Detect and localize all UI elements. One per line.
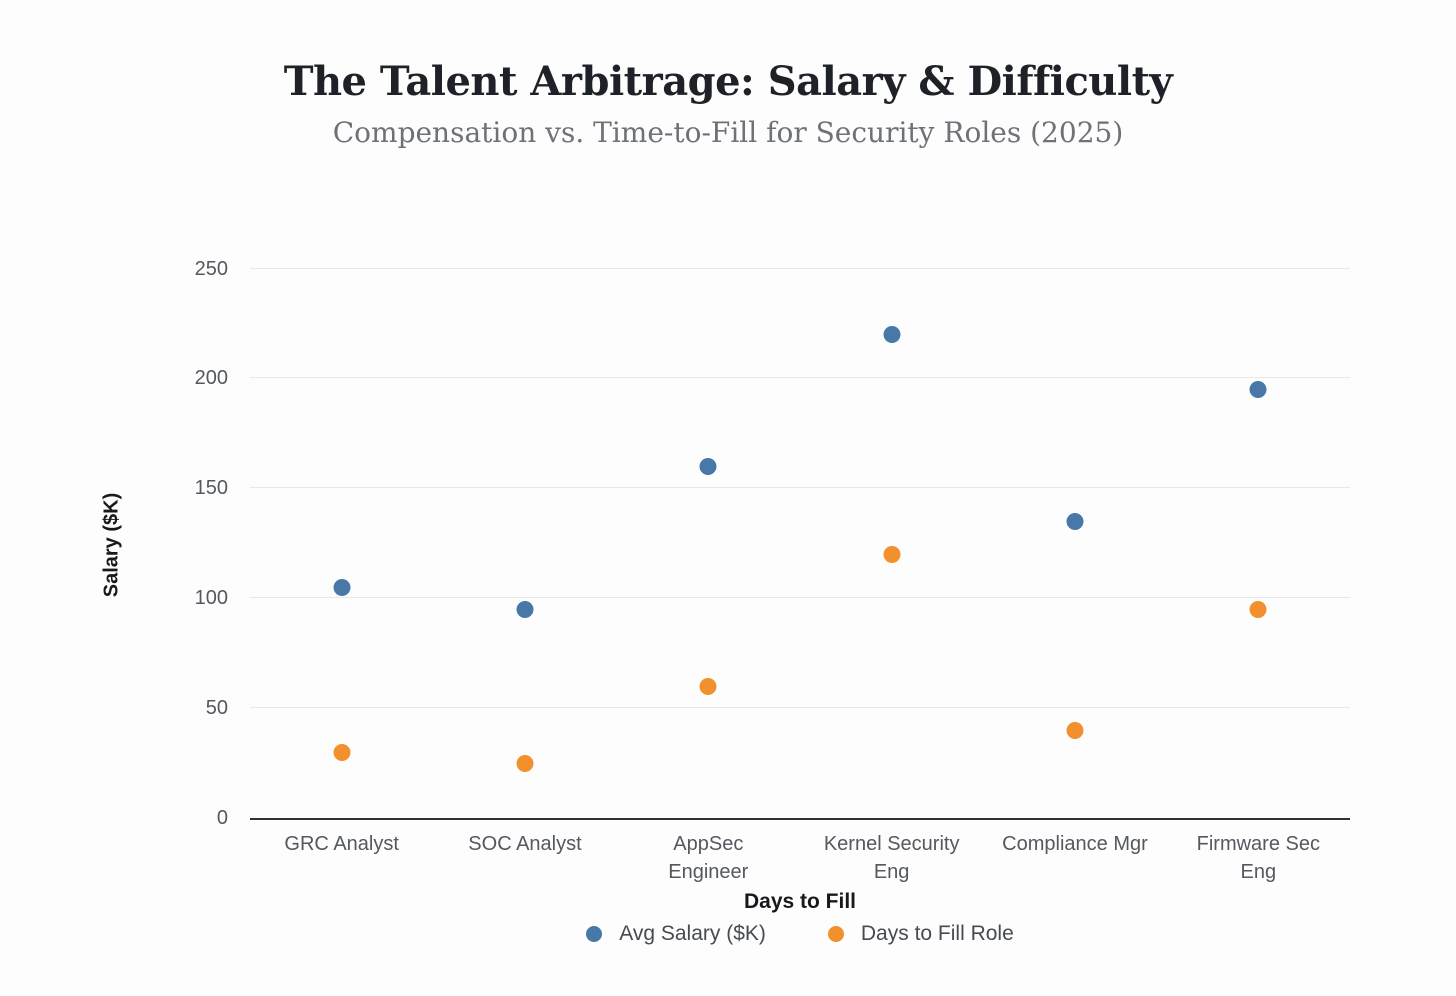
chart-subtitle: Compensation vs. Time-to-Fill for Securi…: [332, 116, 1124, 149]
data-point-series-0-cat-5: [1249, 380, 1267, 398]
x-axis-category-labels: GRC Analyst SOC Analyst AppSec Engineer Kern…: [250, 830, 1350, 886]
chart-title: The Talent Arbitrage: Salary & Difficult…: [283, 58, 1173, 105]
x-category-label-4: Compliance Mgr: [1002, 833, 1148, 855]
y-tick-label-250: 250: [194, 257, 228, 280]
gridline-y-50: [250, 707, 1350, 709]
gridline-y-250: [250, 267, 1350, 269]
data-point-series-0-cat-0: [333, 578, 351, 596]
chart-legend: Avg Salary ($K) Days to Fill Role: [250, 922, 1350, 946]
x-category-label-0: GRC Analyst: [284, 833, 399, 855]
gridline-y-200: [250, 377, 1350, 379]
y-axis-title: Salary ($K): [100, 492, 123, 598]
y-tick-label-0: 0: [216, 807, 228, 829]
legend-dot-icon: [827, 926, 844, 942]
data-point-series-0-cat-4: [1066, 512, 1084, 530]
data-point-series-1-cat-5: [1249, 600, 1267, 618]
data-point-series-1-cat-3: [883, 545, 901, 563]
plot-area: [250, 238, 1350, 820]
data-point-series-1-cat-0: [333, 743, 351, 761]
legend-item-1: Days to Fill Role: [827, 922, 1014, 946]
x-category-label-2: AppSec Engineer: [668, 833, 749, 883]
x-category-label-1: SOC Analyst: [468, 833, 582, 855]
x-category-label-5: Firmware Sec Eng: [1196, 833, 1320, 883]
data-point-series-1-cat-1: [516, 754, 534, 772]
x-axis-title: Days to Fill: [743, 890, 857, 913]
y-tick-label-150: 150: [194, 477, 228, 500]
x-category-label-3: Kernel Security Eng: [823, 833, 960, 883]
gridline-y-100: [250, 597, 1350, 599]
legend-label: Days to Fill Role: [860, 922, 1014, 945]
legend-dot-icon: [586, 926, 603, 942]
data-point-series-0-cat-1: [516, 600, 534, 618]
gridline-y-150: [250, 487, 1350, 489]
data-point-series-1-cat-2: [699, 677, 717, 695]
data-point-series-1-cat-4: [1066, 721, 1084, 739]
y-axis-tick-labels: 0 50 100 150 200 250: [130, 238, 228, 830]
data-point-series-0-cat-2: [699, 457, 717, 475]
legend-label: Avg Salary ($K): [619, 922, 766, 945]
y-tick-label-100: 100: [194, 587, 228, 610]
y-tick-label-50: 50: [205, 697, 228, 720]
y-tick-label-200: 200: [194, 367, 228, 390]
data-point-series-0-cat-3: [883, 325, 901, 343]
legend-item-0: Avg Salary ($K): [586, 922, 766, 946]
